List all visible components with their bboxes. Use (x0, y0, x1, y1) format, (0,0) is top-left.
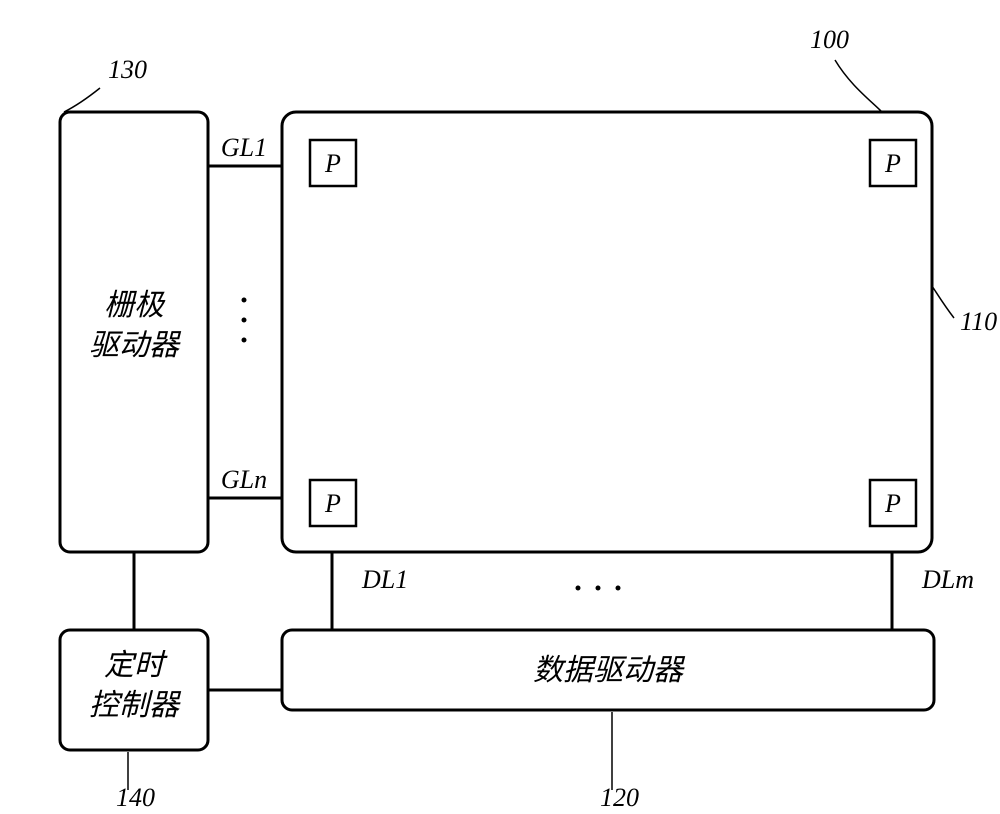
ref-100-leader (835, 60, 882, 112)
label-DLm: DLm (921, 565, 974, 594)
display-panel-block (282, 112, 932, 552)
label-DL1: DL1 (361, 565, 408, 594)
ref-130-leader (64, 88, 100, 112)
pixel-label-2: P (324, 489, 341, 518)
ref-130-label: 130 (108, 55, 147, 84)
gate-driver-label-line2: 驱动器 (89, 329, 182, 362)
ref-110-leader (932, 286, 954, 318)
gate-driver-label-line1: 栅极 (104, 289, 166, 322)
label-GL1: GL1 (221, 133, 267, 162)
pixel-label-1: P (884, 149, 901, 178)
gate-ellipsis-dot (242, 318, 247, 323)
pixel-label-3: P (884, 489, 901, 518)
ref-140-label: 140 (116, 783, 155, 812)
ref-110-label: 110 (960, 307, 997, 336)
label-GLn: GLn (221, 465, 267, 494)
data-driver-label: 数据驱动器 (533, 654, 686, 687)
timing-controller-label-line2: 控制器 (89, 689, 182, 722)
timing-controller-label-line1: 定时 (104, 649, 168, 682)
data-ellipsis-dot (616, 586, 621, 591)
ref-100-label: 100 (810, 25, 849, 54)
data-ellipsis-dot (596, 586, 601, 591)
data-ellipsis-dot (576, 586, 581, 591)
gate-ellipsis-dot (242, 298, 247, 303)
gate-ellipsis-dot (242, 338, 247, 343)
pixel-label-0: P (324, 149, 341, 178)
ref-120-label: 120 (600, 783, 639, 812)
